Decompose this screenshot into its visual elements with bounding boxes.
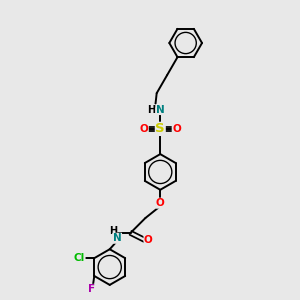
Text: N: N [156, 104, 165, 115]
Text: O: O [172, 124, 181, 134]
Text: O: O [156, 198, 165, 208]
Text: O: O [144, 235, 153, 245]
Text: N: N [113, 233, 122, 243]
Text: F: F [88, 284, 95, 294]
Text: S: S [155, 122, 165, 135]
Text: H: H [109, 226, 117, 236]
Text: H: H [147, 104, 155, 115]
Text: O: O [140, 124, 148, 134]
Text: Cl: Cl [74, 253, 85, 263]
